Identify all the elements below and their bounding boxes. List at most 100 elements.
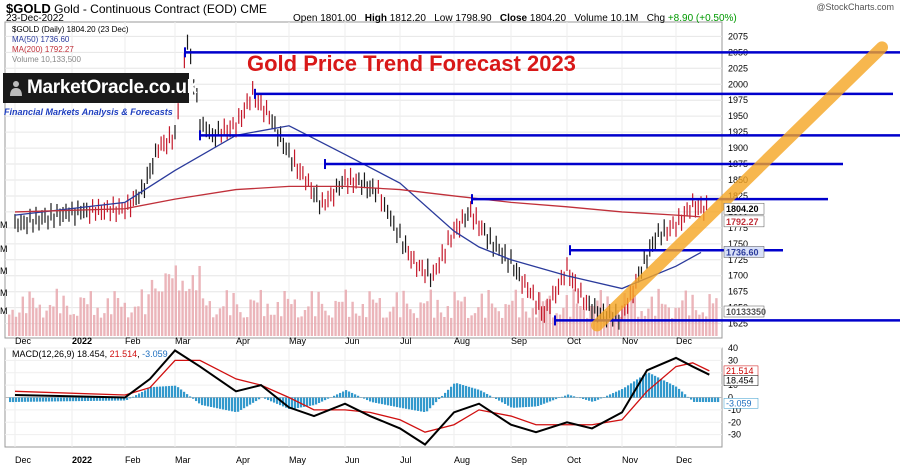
macd-histogram-bar	[60, 397, 63, 402]
volume-bar	[409, 309, 412, 336]
volume-bar	[541, 301, 545, 336]
volume-bar	[511, 300, 514, 336]
macd-histogram-bar	[177, 387, 180, 398]
macd-histogram-bar	[465, 385, 468, 398]
volume-bar	[314, 316, 317, 336]
macd-histogram-bar	[303, 397, 306, 407]
macd-histogram-bar	[693, 397, 696, 402]
macd-histogram-bar	[342, 391, 345, 398]
macd-histogram-bar	[660, 378, 663, 398]
volume-bar	[419, 302, 422, 336]
open-value: 1801.00	[320, 13, 357, 24]
volume-bar	[191, 275, 194, 336]
volume-value: 10.1M	[610, 13, 639, 24]
macd-histogram-bar	[678, 388, 681, 398]
volume-bar	[460, 301, 463, 336]
macd-histogram-bar	[675, 386, 678, 398]
volume-bar	[558, 314, 562, 336]
macd-histogram-bar	[600, 397, 603, 399]
volume-bar	[263, 316, 266, 336]
macd-histogram-bar	[276, 397, 279, 404]
volume-bar	[89, 291, 92, 336]
macd-histogram-bar	[219, 397, 222, 409]
volume-bar	[531, 308, 534, 336]
macd-histogram-bar	[513, 397, 516, 408]
volume-bar	[416, 317, 419, 336]
macd-histogram-bar	[579, 397, 582, 399]
logo-text: MarketOracle.co.uk	[27, 77, 197, 98]
volume-bar	[297, 317, 300, 336]
x-tick-label: Jun	[345, 336, 360, 346]
macd-histogram-bar	[24, 397, 27, 402]
macd-histogram-bar	[147, 388, 150, 398]
symbol-title: $GOLD Gold - Continuous Contract (EOD) C…	[6, 1, 267, 16]
macd-histogram-bar	[222, 397, 225, 410]
macd-histogram-bar	[186, 394, 189, 398]
volume-bar	[246, 317, 249, 336]
macd-histogram-bar	[489, 395, 492, 398]
volume-bar	[235, 304, 239, 336]
volume-bar	[229, 315, 232, 336]
macd-histogram-bar	[645, 373, 648, 398]
macd-histogram-bar	[252, 397, 255, 403]
volume-bar	[303, 310, 307, 336]
volume-bar	[218, 308, 222, 336]
volume-bar	[429, 289, 432, 336]
volume-bar	[494, 307, 497, 336]
volume-bar	[167, 274, 171, 336]
macd-histogram-bar	[237, 397, 240, 412]
macd-histogram-bar	[363, 397, 366, 399]
x-tick-label: Apr	[236, 336, 250, 346]
volume-bar	[239, 312, 242, 336]
macd-histogram-bar	[516, 397, 519, 408]
x-tick-label: Oct	[567, 336, 582, 346]
x-tick-label-macd: Nov	[622, 455, 639, 465]
volume-bar	[99, 317, 103, 336]
volume-bar	[521, 298, 524, 336]
volume-bar	[637, 316, 640, 336]
macd-histogram-bar	[672, 385, 675, 398]
volume-bar	[375, 302, 378, 336]
ohlc-summary: Open 1801.00 High 1812.20 Low 1798.90 Cl…	[293, 13, 737, 24]
x-tick-label-macd: Dec	[15, 455, 32, 465]
macd-histogram-bar	[210, 397, 213, 407]
macd-histogram-bar	[354, 394, 357, 398]
macd-tick-label: 0	[728, 393, 733, 403]
macd-histogram-bar	[471, 387, 474, 398]
macd-histogram-bar	[621, 389, 624, 398]
macd-histogram-bar	[588, 397, 591, 401]
macd-histogram-bar	[642, 375, 645, 398]
macd-histogram-bar	[171, 385, 174, 398]
macd-histogram-bar	[612, 393, 615, 398]
volume-bar	[130, 312, 133, 336]
volume-bar	[715, 298, 718, 336]
volume-bar	[647, 308, 650, 336]
macd-histogram-bar	[510, 397, 513, 408]
x-tick-label: Sep	[511, 336, 527, 346]
macd-histogram-bar	[69, 397, 72, 402]
volume-bar	[565, 295, 568, 336]
volume-bar	[52, 306, 55, 336]
macd-histogram-bar	[582, 397, 585, 399]
macd-histogram-bar	[324, 397, 327, 401]
volume-bar	[548, 295, 551, 336]
volume-bar	[630, 299, 633, 336]
macd-histogram-bar	[453, 383, 456, 398]
volume-bar	[280, 316, 283, 336]
volume-bar	[694, 310, 698, 336]
macd-histogram-bar	[387, 397, 390, 406]
macd-histogram-bar	[441, 395, 444, 398]
price-tick-label: 1975	[728, 95, 748, 105]
macd-histogram-bar	[711, 397, 714, 403]
macd-histogram-bar	[531, 397, 534, 407]
macd-histogram-bar	[651, 374, 654, 398]
volume-bar	[8, 314, 11, 336]
macd-histogram-bar	[525, 397, 528, 408]
macd-tick-label: 40	[728, 343, 738, 353]
volume-bar	[69, 314, 72, 336]
volume-bar	[582, 309, 585, 336]
volume-bar	[65, 305, 69, 336]
volume-bar	[671, 317, 674, 336]
macd-histogram-bar	[39, 397, 42, 402]
macd-histogram-bar	[195, 397, 198, 402]
